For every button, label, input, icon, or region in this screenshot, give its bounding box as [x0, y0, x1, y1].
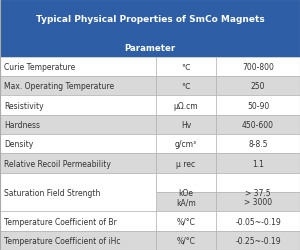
Bar [0, 115, 156, 134]
Text: %/°C: %/°C [177, 236, 195, 245]
Text: -0.25~-0.19: -0.25~-0.19 [235, 236, 281, 245]
Text: Density: Density [4, 140, 34, 148]
Bar [156, 154, 216, 173]
Text: -0.05~-0.19: -0.05~-0.19 [235, 217, 281, 226]
Text: 50-90: 50-90 [247, 101, 269, 110]
Text: 450-600: 450-600 [242, 120, 274, 129]
Text: Relative Recoil Permeability: Relative Recoil Permeability [4, 159, 111, 168]
Text: Temperature Coefficient of iHc: Temperature Coefficient of iHc [4, 236, 121, 245]
Bar [0, 134, 156, 154]
Bar [216, 212, 300, 231]
Bar [156, 58, 216, 77]
Text: > 37.5: > 37.5 [245, 188, 271, 197]
Bar [216, 154, 300, 173]
Text: g/cm³: g/cm³ [175, 140, 197, 148]
Bar [0, 231, 156, 250]
Bar [156, 173, 216, 192]
Bar [0, 173, 156, 212]
Text: %/°C: %/°C [177, 217, 195, 226]
Text: Curie Temperature: Curie Temperature [4, 63, 76, 72]
Text: ℃: ℃ [182, 82, 190, 91]
Bar [0, 173, 156, 192]
Text: Typical Physical Properties of SmCo Magnets: Typical Physical Properties of SmCo Magn… [36, 15, 264, 24]
Bar [156, 115, 216, 134]
Text: Saturation Field Strength: Saturation Field Strength [4, 188, 101, 197]
Bar [216, 115, 300, 134]
Bar [156, 134, 216, 154]
Text: 8-8.5: 8-8.5 [248, 140, 268, 148]
Bar [156, 231, 216, 250]
Text: Hardness: Hardness [4, 120, 40, 129]
Bar [0, 39, 300, 58]
Bar [0, 154, 156, 173]
Text: 1.1: 1.1 [252, 159, 264, 168]
Text: 700-800: 700-800 [242, 63, 274, 72]
Text: Resistivity: Resistivity [4, 101, 44, 110]
Bar [156, 77, 216, 96]
Bar [156, 212, 216, 231]
Bar [0, 77, 156, 96]
Bar [216, 192, 300, 212]
Bar [216, 231, 300, 250]
Text: Max. Operating Temperature: Max. Operating Temperature [4, 82, 115, 91]
Text: μΩ.cm: μΩ.cm [174, 101, 198, 110]
Text: Hv: Hv [181, 120, 191, 129]
Bar [216, 77, 300, 96]
Text: Temperature Coefficient of Br: Temperature Coefficient of Br [4, 217, 117, 226]
Bar [216, 96, 300, 115]
Bar [216, 134, 300, 154]
Bar [0, 0, 300, 39]
Text: kA/m: kA/m [176, 198, 196, 206]
Bar [216, 173, 300, 192]
Bar [156, 96, 216, 115]
Text: kOe: kOe [178, 188, 194, 197]
Bar [0, 58, 156, 77]
Bar [216, 58, 300, 77]
Bar [0, 96, 156, 115]
Text: 250: 250 [251, 82, 265, 91]
Text: > 3000: > 3000 [244, 198, 272, 206]
Bar [156, 192, 216, 212]
Bar [0, 212, 156, 231]
Text: μ rec: μ rec [176, 159, 196, 168]
Text: Parameter: Parameter [124, 44, 176, 52]
Text: ℃: ℃ [182, 63, 190, 72]
